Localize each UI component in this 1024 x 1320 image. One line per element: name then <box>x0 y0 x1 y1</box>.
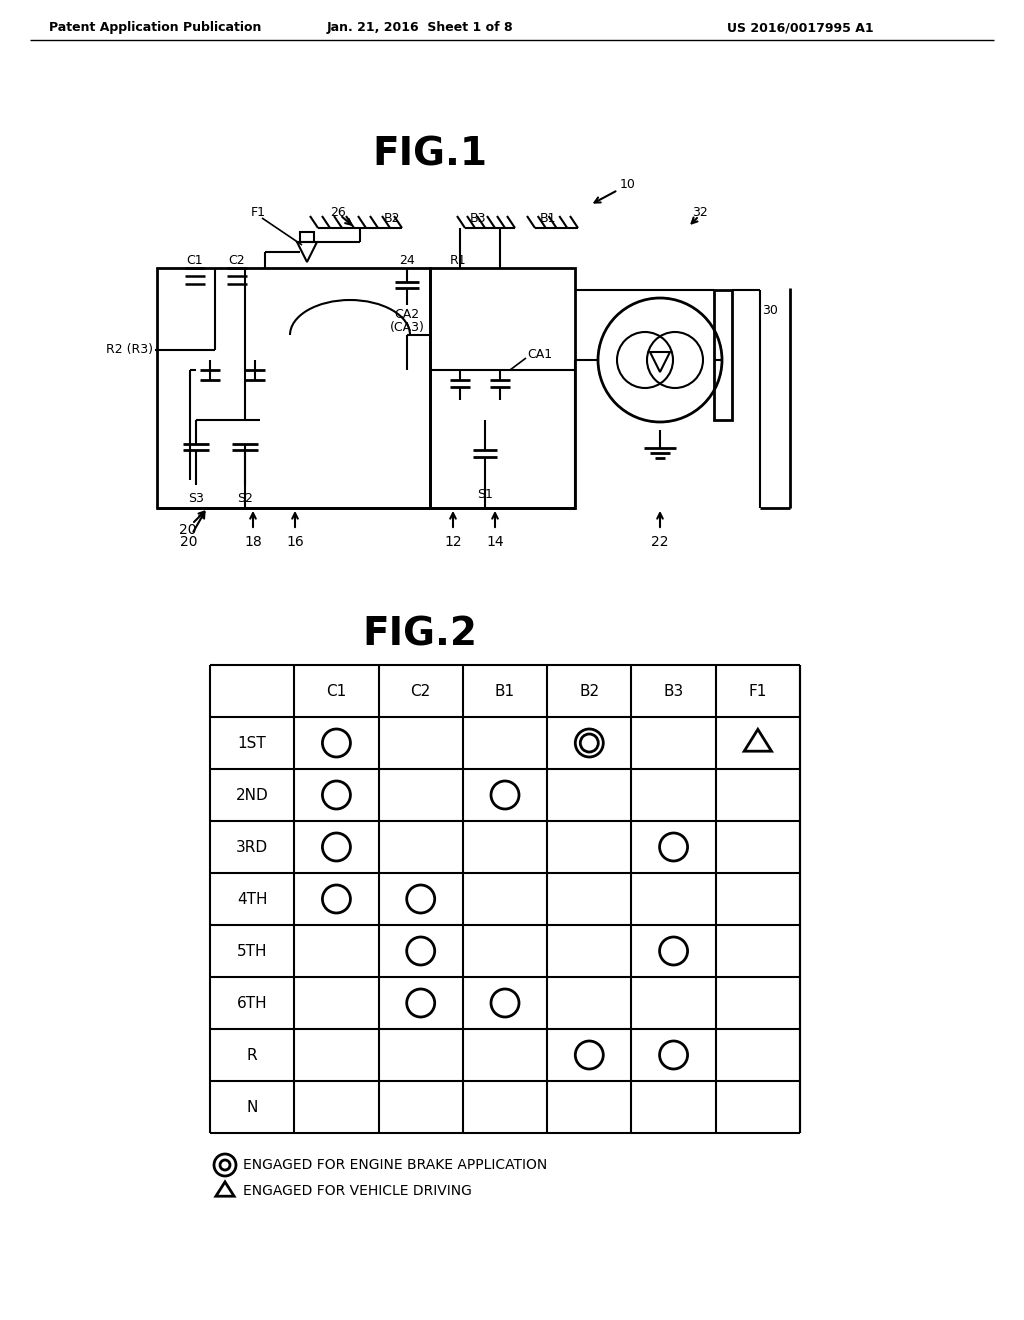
Text: 30: 30 <box>762 304 778 317</box>
Text: S3: S3 <box>188 491 204 504</box>
Text: B3: B3 <box>470 211 486 224</box>
Text: 24: 24 <box>399 253 415 267</box>
Text: 6TH: 6TH <box>237 995 267 1011</box>
Text: C2: C2 <box>411 684 431 698</box>
Text: R1: R1 <box>450 253 466 267</box>
Text: B2: B2 <box>580 684 599 698</box>
Text: C1: C1 <box>186 253 204 267</box>
Text: F1: F1 <box>251 206 265 219</box>
Text: 2ND: 2ND <box>236 788 268 803</box>
Text: ENGAGED FOR ENGINE BRAKE APPLICATION: ENGAGED FOR ENGINE BRAKE APPLICATION <box>243 1158 547 1172</box>
Text: B1: B1 <box>540 211 556 224</box>
Text: 5TH: 5TH <box>237 944 267 958</box>
Text: US 2016/0017995 A1: US 2016/0017995 A1 <box>727 21 873 34</box>
Text: F1: F1 <box>749 684 767 698</box>
Text: 18: 18 <box>244 535 262 549</box>
Text: C1: C1 <box>327 684 346 698</box>
Text: S1: S1 <box>477 488 493 502</box>
Bar <box>300 232 314 242</box>
Text: FIG.1: FIG.1 <box>373 136 487 174</box>
Text: 4TH: 4TH <box>237 891 267 907</box>
Text: 16: 16 <box>286 535 304 549</box>
Text: 10: 10 <box>620 178 636 191</box>
Text: B3: B3 <box>664 684 684 698</box>
Text: R2 (R3): R2 (R3) <box>106 343 154 356</box>
Text: ENGAGED FOR VEHICLE DRIVING: ENGAGED FOR VEHICLE DRIVING <box>243 1184 472 1199</box>
Text: B2: B2 <box>384 211 400 224</box>
Bar <box>430 268 575 508</box>
Text: N: N <box>247 1100 258 1114</box>
Text: CA2: CA2 <box>394 309 420 322</box>
Bar <box>157 268 430 508</box>
Text: B1: B1 <box>495 684 515 698</box>
Text: R: R <box>247 1048 257 1063</box>
Text: 32: 32 <box>692 206 708 219</box>
Text: 22: 22 <box>651 535 669 549</box>
Text: Jan. 21, 2016  Sheet 1 of 8: Jan. 21, 2016 Sheet 1 of 8 <box>327 21 513 34</box>
Text: (CA3): (CA3) <box>389 322 424 334</box>
Text: S2: S2 <box>238 491 253 504</box>
Text: 3RD: 3RD <box>237 840 268 854</box>
Text: FIG.2: FIG.2 <box>362 616 477 653</box>
Text: CA1: CA1 <box>527 348 552 362</box>
Text: Patent Application Publication: Patent Application Publication <box>49 21 261 34</box>
Text: 26: 26 <box>330 206 346 219</box>
Text: C2: C2 <box>228 253 246 267</box>
Text: 20: 20 <box>180 535 198 549</box>
Text: 20: 20 <box>179 523 197 537</box>
Bar <box>714 290 732 420</box>
Text: 1ST: 1ST <box>238 735 266 751</box>
Text: 12: 12 <box>444 535 462 549</box>
Text: 14: 14 <box>486 535 504 549</box>
